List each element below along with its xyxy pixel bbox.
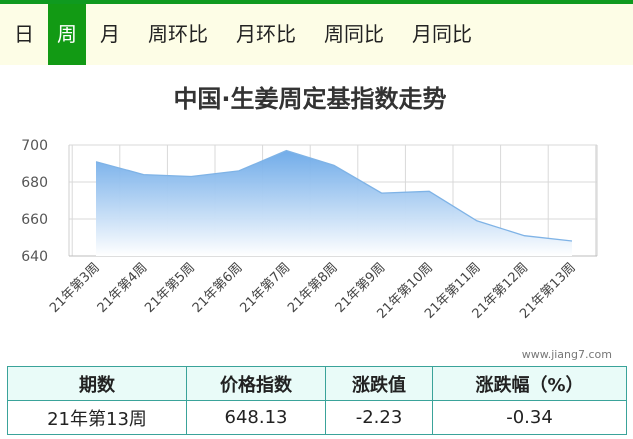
x-tick-label: 21年第4周 <box>95 260 151 316</box>
header-period: 期数 <box>7 366 187 401</box>
y-tick-label: 640 <box>21 249 48 265</box>
index-area-fill <box>96 150 572 256</box>
latest-index-table: 期数 价格指数 涨跌值 涨跌幅（%） 21年第13周 648.13 -2.23 … <box>7 366 627 435</box>
chart-container: 中国·生姜周定基指数走势 640 660 680 700 21年第3周 21年第4周 21… <box>0 65 633 365</box>
header-change-value: 涨跌值 <box>325 366 433 401</box>
tab-week[interactable]: 周 <box>48 4 86 65</box>
y-tick-label: 700 <box>21 138 48 154</box>
tab-day[interactable]: 日 <box>14 22 34 46</box>
y-tick-label: 660 <box>21 212 48 228</box>
tab-month-over-month[interactable]: 月环比 <box>236 22 296 46</box>
tab-week-year-over-year[interactable]: 周同比 <box>324 22 384 46</box>
header-price-index: 价格指数 <box>186 366 326 401</box>
x-tick-label: 21年第5周 <box>142 260 198 316</box>
tab-month[interactable]: 月 <box>100 22 120 46</box>
header-change-percent: 涨跌幅（%） <box>432 366 627 401</box>
top-accent-line <box>0 0 633 4</box>
y-tick-label: 680 <box>21 175 48 191</box>
tab-month-year-over-year[interactable]: 月同比 <box>412 22 472 46</box>
period-tab-bar: 日 周 月 周环比 月环比 周同比 月同比 <box>0 4 633 65</box>
watermark: www.jiang7.com <box>522 348 612 361</box>
cell-change-value: -2.23 <box>325 400 433 435</box>
x-tick-label: 21年第8周 <box>285 260 341 316</box>
tab-week-over-week[interactable]: 周环比 <box>148 22 208 46</box>
index-series-line <box>95 149 573 242</box>
x-tick-label: 21年第6周 <box>190 260 246 316</box>
x-tick-label: 21年第3周 <box>47 260 103 316</box>
table-row: 21年第13周 648.13 -2.23 -0.34 <box>7 400 627 435</box>
cell-price-index: 648.13 <box>186 400 326 435</box>
chart-title: 中国·生姜周定基指数走势 <box>173 85 446 113</box>
cell-period: 21年第13周 <box>7 400 187 435</box>
x-tick-label: 21年第7周 <box>237 260 293 316</box>
cell-change-percent: -0.34 <box>432 400 627 435</box>
table-header-row: 期数 价格指数 涨跌值 涨跌幅（%） <box>7 366 627 401</box>
